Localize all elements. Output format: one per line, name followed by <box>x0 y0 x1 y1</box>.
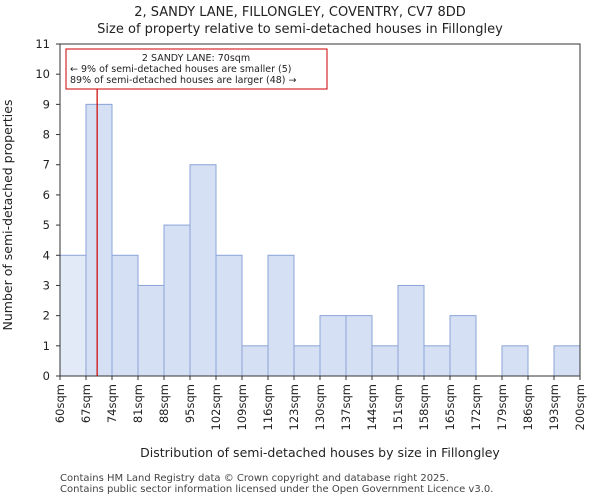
x-tick-label-172sqm: 172sqm <box>469 384 483 430</box>
annotation-line-2: ← 9% of semi-detached houses are smaller… <box>70 64 291 75</box>
bar-102sqm <box>215 254 243 377</box>
x-tick-label-158sqm: 158sqm <box>417 384 431 430</box>
y-tick-label-7: 7 <box>43 158 50 172</box>
annotation-box-border <box>65 48 328 90</box>
chart-title-line1: 2, SANDY LANE, FILLONGLEY, COVENTRY, CV7… <box>134 5 466 20</box>
bars-group <box>59 103 581 377</box>
bar-165sqm <box>449 315 477 377</box>
x-tick-label-130sqm: 130sqm <box>313 384 327 430</box>
y-tick-label-1: 1 <box>43 339 50 353</box>
chart-title-line2: Size of property relative to semi-detach… <box>97 22 503 37</box>
x-tick-label-165sqm: 165sqm <box>443 384 457 430</box>
x-tick-label-67sqm: 67sqm <box>79 384 93 423</box>
footer-line-2: Contains public sector information licen… <box>60 484 494 495</box>
x-tick-label-179sqm: 179sqm <box>495 384 509 430</box>
bar-88sqm <box>163 224 191 377</box>
y-tick-label-5: 5 <box>43 218 50 232</box>
x-tick-label-186sqm: 186sqm <box>521 384 535 430</box>
x-tick-label-74sqm: 74sqm <box>105 384 119 423</box>
annotation-box: 2 SANDY LANE: 70sqm ← 9% of semi-detache… <box>65 48 328 90</box>
annotation-line-1: 2 SANDY LANE: 70sqm <box>142 53 250 64</box>
y-tick-label-9: 9 <box>43 97 50 111</box>
x-tick-label-116sqm: 116sqm <box>261 384 275 430</box>
bar-123sqm <box>293 345 321 377</box>
x-tick-label-88sqm: 88sqm <box>157 384 171 423</box>
footer-line-1: Contains HM Land Registry data © Crown c… <box>60 473 449 484</box>
y-tick-label-4: 4 <box>43 248 50 262</box>
x-tick-label-137sqm: 137sqm <box>339 384 353 430</box>
x-tick-label-144sqm: 144sqm <box>365 384 379 430</box>
bar-60sqm <box>59 254 87 377</box>
x-tick-label-193sqm: 193sqm <box>547 384 561 430</box>
bar-130sqm <box>319 315 347 377</box>
x-tick-label-200sqm: 200sqm <box>573 384 587 430</box>
x-axis-ticks: 60sqm 67sqm 74sqm 81sqm 88sqm 95sqm 102sqm 109s… <box>53 376 587 430</box>
bar-116sqm <box>267 254 295 377</box>
y-tick-label-3: 3 <box>43 278 50 292</box>
bar-137sqm <box>345 315 373 377</box>
bar-81sqm <box>137 284 165 377</box>
x-tick-label-151sqm: 151sqm <box>391 384 405 430</box>
y-tick-label-11: 11 <box>35 37 50 51</box>
x-tick-label-102sqm: 102sqm <box>209 384 223 430</box>
bar-95sqm <box>189 164 217 377</box>
bar-179sqm <box>501 345 529 377</box>
x-tick-label-60sqm: 60sqm <box>53 384 67 423</box>
bar-144sqm <box>371 345 399 377</box>
bar-67sqm <box>85 103 113 377</box>
annotation-line-3: 89% of semi-detached houses are larger (… <box>70 75 297 86</box>
bar-74sqm <box>111 254 139 377</box>
bar-151sqm <box>397 284 425 377</box>
x-tick-label-123sqm: 123sqm <box>287 384 301 430</box>
y-tick-label-2: 2 <box>43 309 50 323</box>
x-axis-label: Distribution of semi-detached houses by … <box>140 445 500 460</box>
plot-frame <box>59 43 581 377</box>
x-tick-label-95sqm: 95sqm <box>183 384 197 423</box>
y-tick-label-6: 6 <box>43 188 50 202</box>
y-axis-label: Number of semi-detached properties <box>0 100 15 331</box>
bar-109sqm <box>241 345 269 377</box>
y-axis-ticks: 0 1 2 3 4 5 6 7 8 9 10 11 <box>35 37 60 383</box>
x-tick-label-109sqm: 109sqm <box>235 384 249 430</box>
y-tick-label-0: 0 <box>43 369 50 383</box>
y-tick-label-8: 8 <box>43 128 50 142</box>
bar-193sqm <box>553 345 581 377</box>
bar-158sqm <box>423 345 451 377</box>
y-tick-label-10: 10 <box>35 67 50 81</box>
x-tick-label-81sqm: 81sqm <box>131 384 145 423</box>
histogram-chart: 2, SANDY LANE, FILLONGLEY, COVENTRY, CV7… <box>0 5 587 460</box>
